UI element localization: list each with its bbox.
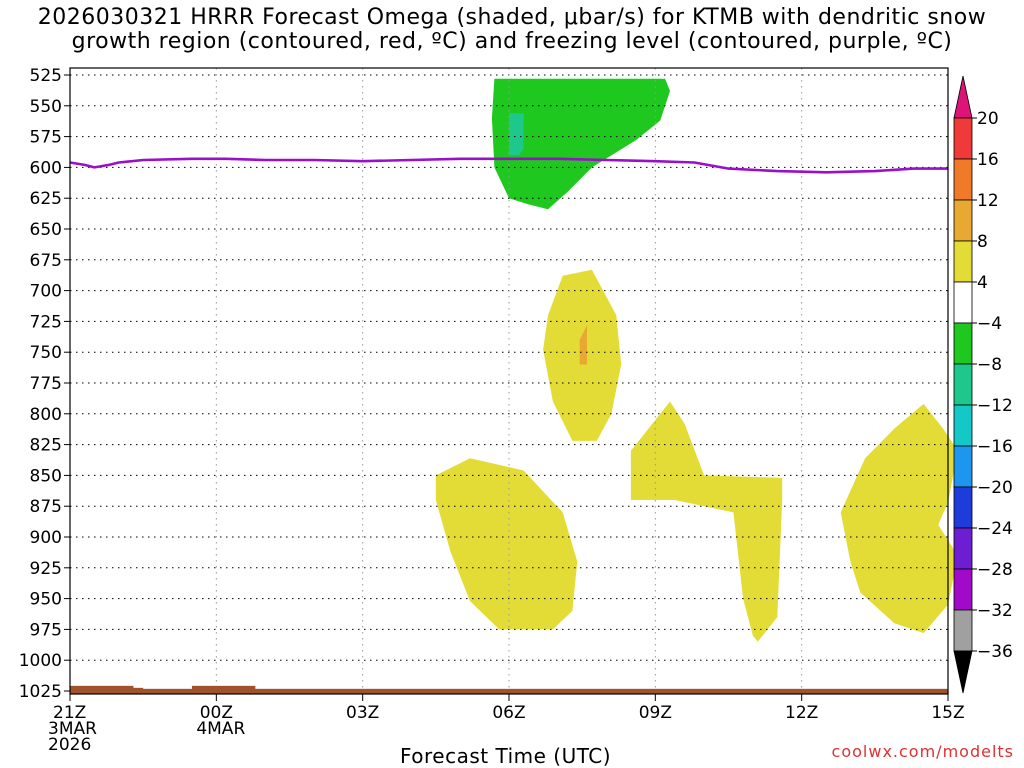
colorbar-bin-8: [953, 445, 973, 488]
x-tick-label-1-1: 4MAR: [196, 719, 245, 739]
y-tick-label-925: 925: [30, 559, 62, 579]
y-tick-label-775: 775: [30, 374, 62, 394]
colorbar-bin-12: [953, 609, 973, 652]
omega-region-6: [840, 403, 958, 634]
colorbar-bin-0: [953, 117, 973, 160]
y-tick-label-725: 725: [30, 312, 62, 332]
surface-strip-layer: [70, 685, 948, 694]
x-tick-label-1-0: 00Z: [200, 703, 233, 723]
y-tick-label-950: 950: [30, 590, 62, 610]
colorbar-label-0: 20: [977, 109, 999, 129]
y-tick-label-900: 900: [30, 528, 62, 548]
colorbar-bin-6: [953, 363, 973, 406]
chart-title: 2026030321 HRRR Forecast Omega (shaded, …: [0, 6, 1024, 54]
y-tick-label-875: 875: [30, 497, 62, 517]
colorbar-label-3: 8: [977, 232, 988, 252]
y-tick-label-650: 650: [30, 220, 62, 240]
y-tick-label-800: 800: [30, 405, 62, 425]
colorbar-label-6: −8: [977, 355, 1002, 375]
omega-region-4: [435, 458, 578, 630]
y-axis: 525 550 575 600 625 650 675 700 725 750 775 800 825 8…: [19, 66, 70, 702]
colorbar-label-1: 16: [977, 150, 999, 170]
colorbar-label-10: −24: [977, 519, 1013, 539]
colorbar-bin-5: [953, 322, 973, 365]
colorbar-bin-7: [953, 404, 973, 447]
colorbar-bin-1: [953, 158, 973, 201]
x-tick-label-0-2: 2026: [48, 735, 91, 755]
omega-region-1: [509, 113, 524, 156]
y-tick-label-625: 625: [30, 189, 62, 209]
colorbar-bottom-arrow: [953, 650, 973, 694]
y-tick-label-550: 550: [30, 97, 62, 117]
omega-shading-layer: [435, 78, 958, 642]
y-tick-label-1000: 1000: [19, 651, 62, 671]
colorbar-label-4: 4: [977, 273, 988, 293]
x-tick-label-4-0: 09Z: [639, 703, 672, 723]
y-tick-label-850: 850: [30, 466, 62, 486]
grid-layer: [70, 68, 948, 694]
omega-region-5: [630, 401, 783, 642]
colorbar-bin-3: [953, 240, 973, 283]
y-tick-label-700: 700: [30, 282, 62, 302]
colorbar-label-9: −20: [977, 478, 1013, 498]
colorbar-label-7: −12: [977, 396, 1013, 416]
surface-strip: [70, 688, 948, 694]
colorbar: 20 16 12 8 4 −4 −8 −12 −16 −20 −24 −28 −32 −36: [953, 75, 1013, 694]
colorbar-label-11: −28: [977, 560, 1013, 580]
x-tick-label-0-1: 3MAR: [48, 719, 97, 739]
surface-bump-2: [94, 687, 144, 690]
x-tick-label-3-0: 06Z: [492, 703, 525, 723]
colorbar-top-arrow: [953, 75, 973, 119]
y-tick-label-975: 975: [30, 620, 62, 640]
colorbar-label-2: 12: [977, 191, 999, 211]
colorbar-label-5: −4: [977, 314, 1002, 334]
colorbar-label-13: −36: [977, 642, 1013, 662]
source-credit: coolwx.com/modelts: [831, 742, 1014, 761]
x-tick-label-5-0: 12Z: [785, 703, 818, 723]
colorbar-bin-11: [953, 568, 973, 611]
y-tick-label-1025: 1025: [19, 682, 62, 702]
y-tick-label-575: 575: [30, 128, 62, 148]
omega-region-3: [579, 325, 587, 365]
colorbar-bin-4: [953, 281, 973, 324]
colorbar-bin-2: [953, 199, 973, 242]
y-tick-label-825: 825: [30, 436, 62, 456]
title-line-1: 2026030321 HRRR Forecast Omega (shaded, …: [37, 5, 987, 30]
omega-region-0: [491, 78, 670, 210]
x-tick-label-0-0: 21Z: [53, 703, 86, 723]
freezing-level-line: [69, 157, 948, 174]
x-axis-label: Forecast Time (UTC): [400, 744, 612, 768]
title-line-2: growth region (contoured, red, ºC) and f…: [71, 29, 953, 54]
x-tick-label-2-0: 03Z: [346, 703, 379, 723]
colorbar-label-8: −16: [977, 437, 1013, 457]
y-tick-label-525: 525: [30, 66, 62, 86]
y-tick-label-750: 750: [30, 343, 62, 363]
x-tick-label-6-0: 15Z: [931, 703, 964, 723]
colorbar-bin-9: [953, 486, 973, 529]
y-tick-label-675: 675: [30, 251, 62, 271]
y-tick-label-600: 600: [30, 158, 62, 178]
freezing-level-layer: [69, 157, 948, 174]
colorbar-label-12: −32: [977, 601, 1013, 621]
surface-bump-1: [191, 685, 256, 690]
colorbar-bin-10: [953, 527, 973, 570]
